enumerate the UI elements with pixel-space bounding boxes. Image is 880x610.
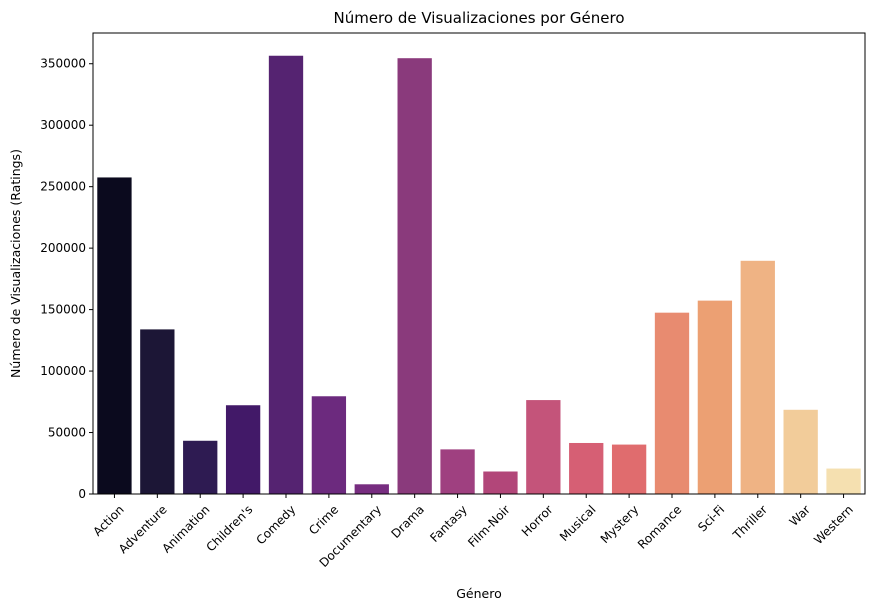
x-tick-label: Film-Noir [465,502,513,550]
x-tick-label: Mystery [598,502,642,546]
plot-area: ActionAdventureAnimationChildren'sComedy… [40,55,861,570]
chart-title: Número de Visualizaciones por Género [333,9,624,27]
bar-musical [569,442,604,494]
bar-animation [183,440,218,494]
x-axis-label: Género [456,586,502,601]
x-tick-label: Horror [519,502,556,539]
x-tick-label: Children's [203,502,255,554]
bar-sci-fi [697,300,733,494]
x-tick-label: Western [811,502,856,547]
plot-frame [92,32,866,495]
y-tick-label: 150000 [40,303,86,317]
bar-fantasy [440,449,475,494]
x-tick-label: Crime [306,502,341,537]
y-tick-label: 100000 [40,364,86,378]
bar-children-s [225,405,261,494]
y-tick-label: 0 [78,487,86,501]
x-tick-label: Thriller [730,502,770,542]
bar-horror [526,400,561,494]
bar-adventure [140,329,175,494]
x-tick-label: Fantasy [427,502,470,545]
bar-drama [397,58,432,495]
bar-thriller [740,260,775,494]
x-tick-label: Action [90,502,126,538]
bar-war [783,409,818,494]
x-tick-label: Romance [635,502,684,551]
bar-western [826,468,861,494]
x-tick-label: Comedy [253,502,298,547]
y-tick-label: 50000 [48,426,86,440]
x-tick-label: Sci-Fi [695,502,727,534]
bar-documentary [354,484,389,494]
bar-comedy [268,55,304,494]
bar-romance [654,312,690,494]
bar-film-noir [483,471,518,494]
y-tick-label: 200000 [40,241,86,255]
bar-action [97,177,132,495]
x-tick-label: Drama [388,502,427,541]
y-tick-label: 250000 [40,180,86,194]
bar-crime [311,396,347,494]
x-tick-label: Musical [557,502,599,544]
y-tick-label: 350000 [40,57,86,71]
y-tick-label: 300000 [40,118,86,132]
bar-mystery [611,444,647,494]
x-tick-label: War [787,502,813,528]
y-axis-label: Número de Visualizaciones (Ratings) [8,149,23,378]
